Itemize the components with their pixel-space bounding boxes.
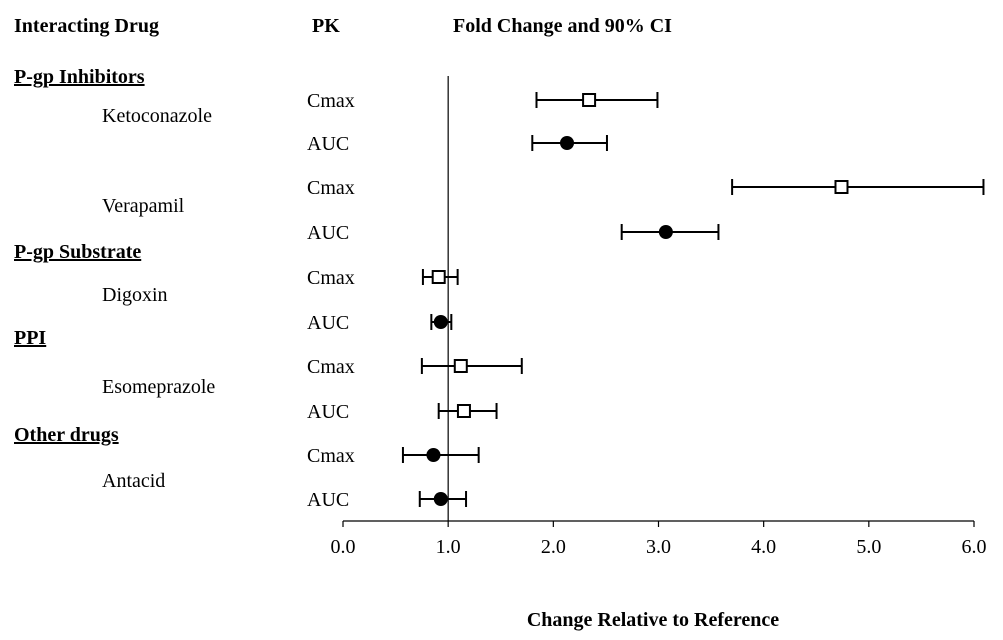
x-tick-label: 0.0 <box>331 536 356 558</box>
header-interacting-drug: Interacting Drug <box>14 15 159 37</box>
pk-label: AUC <box>307 401 349 423</box>
plot-marks: 0.0 1.0 2.0 3.0 4.0 5.0 6.0 Cmax AUC Cmax AUC Cmax A… <box>307 76 987 558</box>
category-pgp-inhibitors: P-gp Inhibitors <box>14 66 145 88</box>
category-other-drugs: Other drugs <box>14 424 119 446</box>
pk-label: AUC <box>307 222 349 244</box>
point-estimate-circle <box>560 136 575 150</box>
pk-label: AUC <box>307 489 349 511</box>
header-fold-change: Fold Change and 90% CI <box>453 15 672 37</box>
category-ppi: PPI <box>14 327 46 349</box>
point-estimate-square <box>582 93 597 107</box>
x-tick-label: 4.0 <box>751 536 776 558</box>
pk-label: Cmax <box>307 90 355 112</box>
point-estimate-square <box>456 404 471 418</box>
drug-esomeprazole: Esomeprazole <box>102 376 215 398</box>
drug-ketoconazole: Ketoconazole <box>102 105 212 127</box>
pk-label: AUC <box>307 133 349 155</box>
drug-digoxin: Digoxin <box>102 284 168 306</box>
x-axis-title: Change Relative to Reference <box>527 609 779 631</box>
point-estimate-square <box>453 359 468 373</box>
pk-label: Cmax <box>307 445 355 467</box>
point-estimate-square <box>431 270 446 284</box>
point-estimate-square <box>834 180 849 194</box>
point-estimate-circle <box>658 225 673 239</box>
pk-label: Cmax <box>307 177 355 199</box>
pk-label: Cmax <box>307 356 355 378</box>
pk-label: Cmax <box>307 267 355 289</box>
header-pk: PK <box>312 15 340 37</box>
x-tick-label: 2.0 <box>541 536 566 558</box>
x-tick-label: 3.0 <box>646 536 671 558</box>
pk-label: AUC <box>307 312 349 334</box>
point-estimate-circle <box>426 448 441 462</box>
point-estimate-circle <box>433 492 448 506</box>
x-tick-label: 6.0 <box>962 536 987 558</box>
x-tick-label: 5.0 <box>856 536 881 558</box>
category-pgp-substrate: P-gp Substrate <box>14 241 141 263</box>
point-estimate-circle <box>433 315 448 329</box>
drug-verapamil: Verapamil <box>102 195 185 217</box>
x-tick-label: 1.0 <box>436 536 461 558</box>
drug-antacid: Antacid <box>102 470 165 492</box>
